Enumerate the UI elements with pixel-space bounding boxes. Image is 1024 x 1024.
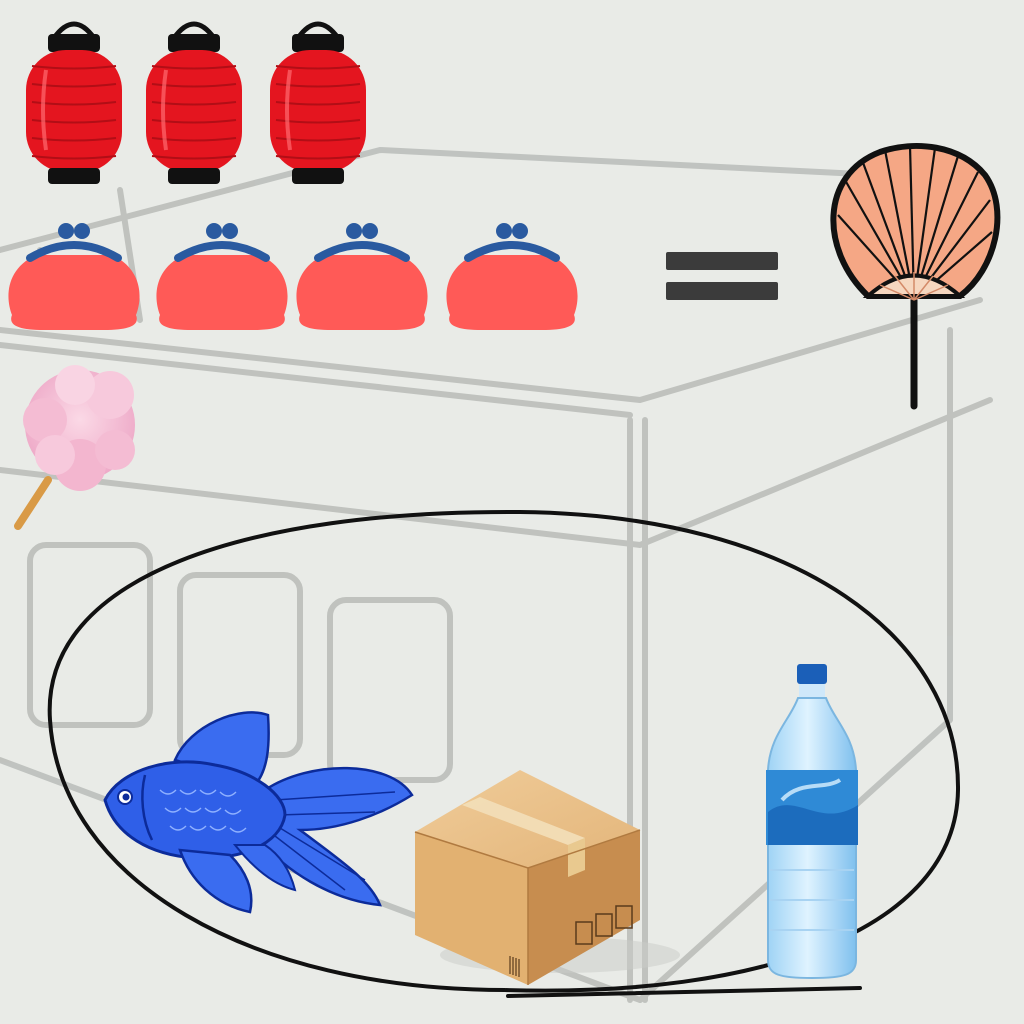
lanterns-group	[26, 21, 366, 184]
coin-purses-group	[8, 223, 578, 330]
paper-fan-icon	[830, 142, 1001, 410]
paper-lantern-icon	[26, 21, 122, 184]
coin-purse-icon	[156, 223, 288, 330]
cotton-candy-icon	[14, 365, 135, 530]
coin-purse-icon	[446, 223, 578, 330]
coin-purse-icon	[296, 223, 428, 330]
paper-lantern-icon	[270, 21, 366, 184]
cardboard-box-icon[interactable]	[414, 770, 680, 985]
answer-choices-outline	[47, 509, 961, 998]
equals-sign-icon	[666, 252, 778, 300]
goldfish-icon[interactable]	[103, 711, 414, 914]
coin-purse-icon	[8, 223, 140, 330]
water-bottle-icon[interactable]	[766, 664, 858, 980]
paper-lantern-icon	[146, 21, 242, 184]
